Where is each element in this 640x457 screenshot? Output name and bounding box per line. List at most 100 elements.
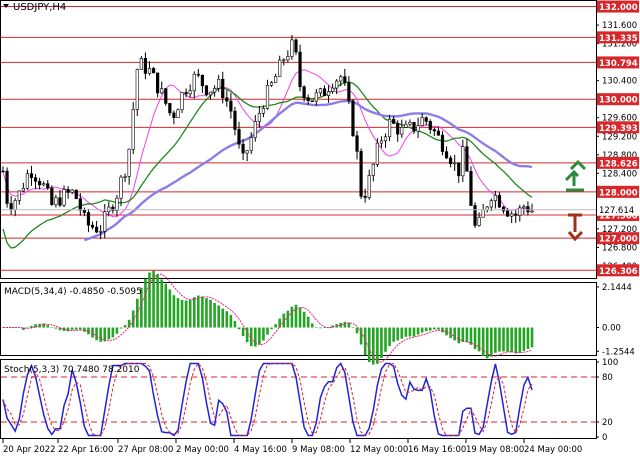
macd-bar bbox=[249, 327, 253, 347]
candle-body bbox=[151, 68, 156, 74]
candle-body bbox=[13, 200, 17, 210]
candle-body bbox=[188, 90, 192, 95]
macd-bar bbox=[530, 327, 534, 348]
candle-body bbox=[217, 78, 221, 89]
candle-body bbox=[38, 180, 42, 186]
macd-bar bbox=[205, 298, 208, 328]
macd-bar bbox=[510, 327, 513, 353]
macd-bar bbox=[111, 327, 115, 338]
macd-bar bbox=[95, 327, 98, 341]
macd-indicator: 2.1444 0.00 -1.2544 bbox=[1, 270, 635, 365]
candle-body bbox=[465, 146, 469, 172]
candle-body bbox=[21, 188, 25, 192]
candle-body bbox=[164, 88, 168, 104]
macd-bar bbox=[180, 300, 184, 328]
macd-bar bbox=[514, 327, 518, 354]
macd-bar bbox=[327, 327, 330, 328]
macd-bar bbox=[339, 322, 343, 328]
candle-body bbox=[119, 176, 123, 199]
macd-bar bbox=[253, 327, 257, 347]
candle-body bbox=[290, 39, 294, 57]
level-labels: 132.000 131.335 130.794 130.000 129.393 128.6… bbox=[597, 0, 639, 277]
macd-bar bbox=[168, 289, 172, 328]
candle-body bbox=[221, 78, 225, 99]
macd-bar bbox=[34, 324, 37, 328]
candle-body bbox=[62, 189, 66, 206]
macd-bar bbox=[481, 327, 485, 357]
macd-bar bbox=[290, 306, 294, 328]
macd-bar bbox=[274, 324, 277, 328]
macd-bar bbox=[131, 310, 135, 328]
candle-body bbox=[46, 183, 50, 189]
candle-body bbox=[42, 183, 46, 186]
candle-body bbox=[204, 85, 209, 96]
macd-bar bbox=[469, 327, 473, 345]
candle-body bbox=[78, 198, 82, 211]
candle-body bbox=[90, 224, 95, 228]
candle-body bbox=[420, 117, 424, 127]
macd-bar bbox=[282, 313, 286, 328]
candle-body bbox=[282, 59, 286, 62]
candle-body bbox=[444, 151, 449, 159]
candle-body bbox=[160, 88, 164, 94]
candle-body bbox=[367, 175, 371, 198]
candle-body bbox=[54, 197, 58, 205]
candle-body bbox=[359, 151, 363, 197]
macd-bar bbox=[42, 323, 45, 328]
macd-bar bbox=[502, 327, 505, 352]
candle-body bbox=[481, 209, 485, 218]
candle-body bbox=[241, 143, 245, 154]
candle-body bbox=[493, 194, 497, 201]
macd-bar bbox=[164, 283, 168, 328]
candle-body bbox=[363, 196, 367, 198]
macd-bar bbox=[209, 299, 212, 328]
time-axis: 20 Apr 2022 22 Apr 16:00 27 Apr 08:00 2 May… bbox=[2, 439, 582, 455]
candle-body bbox=[428, 121, 432, 130]
macd-bar bbox=[83, 327, 86, 332]
candle-body bbox=[469, 171, 473, 206]
macd-bar bbox=[408, 327, 412, 337]
candle-body bbox=[440, 134, 445, 152]
candle-body bbox=[253, 121, 257, 138]
dropdown-triangle-icon[interactable] bbox=[3, 4, 9, 8]
candle-body bbox=[147, 68, 152, 74]
macd-bar bbox=[449, 327, 452, 339]
candle-body bbox=[180, 92, 184, 111]
macd-bar bbox=[127, 319, 131, 328]
candle-body bbox=[501, 206, 506, 212]
macd-bar bbox=[266, 327, 269, 335]
macd-bar bbox=[156, 274, 159, 328]
candle-body bbox=[379, 140, 384, 144]
macd-bar bbox=[50, 327, 54, 328]
candle-body bbox=[135, 69, 139, 110]
macd-bar bbox=[323, 327, 326, 329]
macd-bar bbox=[66, 327, 70, 332]
macd-bar bbox=[140, 287, 143, 328]
macd-tick-label: 2.1444 bbox=[602, 283, 632, 293]
candle-body bbox=[294, 39, 298, 53]
current-price-label: 127.614 bbox=[599, 206, 634, 216]
macd-tick-label: -1.2544 bbox=[602, 347, 635, 357]
macd-bar bbox=[201, 296, 204, 328]
macd-bar bbox=[298, 307, 302, 328]
candle-body bbox=[424, 117, 428, 122]
macd-bar bbox=[160, 279, 163, 328]
macd-bar bbox=[424, 327, 428, 332]
macd-bar bbox=[262, 327, 265, 341]
macd-bar bbox=[380, 327, 383, 359]
price-tick-label: 128.400 bbox=[602, 169, 637, 179]
candle-body bbox=[115, 197, 119, 211]
macd-bar bbox=[148, 272, 151, 328]
macd-bar bbox=[490, 327, 493, 357]
candle-body bbox=[408, 121, 412, 125]
macd-bar bbox=[46, 325, 50, 328]
candle-body bbox=[17, 190, 21, 201]
macd-tick-label: 0.00 bbox=[602, 324, 621, 334]
macd-bar bbox=[347, 322, 351, 328]
candle-body bbox=[184, 92, 188, 95]
level-label-bg bbox=[597, 232, 639, 245]
macd-bar bbox=[70, 327, 74, 330]
macd-bar bbox=[237, 327, 241, 330]
level-label: 128.626 bbox=[599, 159, 638, 169]
